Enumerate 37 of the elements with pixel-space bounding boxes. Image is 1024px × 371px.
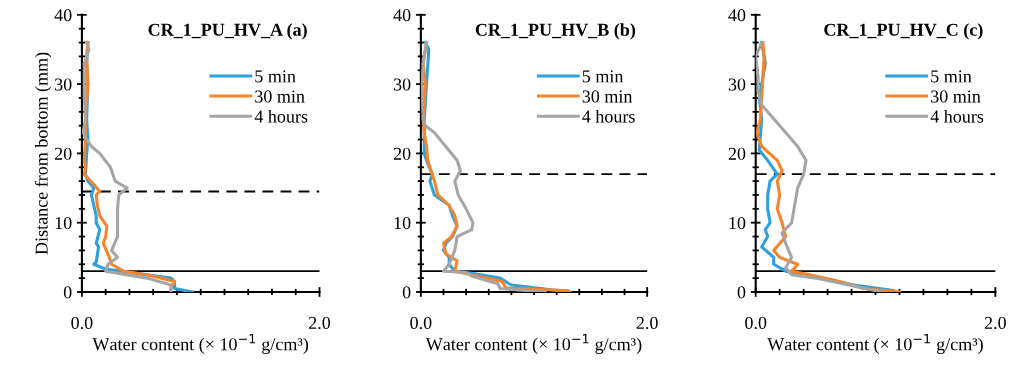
legend-label: 5 min <box>931 70 972 83</box>
legend-label: 4 hours <box>254 109 308 123</box>
y-tick-label: 10 <box>55 216 72 230</box>
y-tick-label: 20 <box>393 147 411 160</box>
x-tick-label: 0.0 <box>745 316 767 330</box>
y-tick-label: 10 <box>729 216 746 230</box>
chart-title: CR_1_PU_HV_B (b) <box>475 23 636 40</box>
x-tick-label: 0.0 <box>410 316 432 330</box>
x-tick-label: 2.0 <box>984 316 1006 330</box>
chart-title: CR_1_PU_HV_A (a) <box>148 23 307 40</box>
x-tick-label: 2.0 <box>636 316 658 330</box>
y-tick-label: 40 <box>393 9 411 22</box>
y-tick-label: 40 <box>54 9 72 22</box>
y-tick-label: 20 <box>728 147 746 160</box>
legend-label: 30 min <box>582 90 633 103</box>
legend-label: 5 min <box>255 70 296 83</box>
y-tick-label: 30 <box>393 78 411 91</box>
y-tick-label: 40 <box>728 9 746 22</box>
x-axis-title: Water content (× 10$^{−1}$ g/cm³) <box>767 334 983 355</box>
y-tick-label: 20 <box>54 147 72 160</box>
legend-label: 30 min <box>255 90 305 103</box>
y-tick-label: 0 <box>737 286 746 299</box>
y-tick-label: 30 <box>55 78 72 91</box>
y-tick-label: 0 <box>402 286 411 299</box>
legend-label: 4 hours <box>582 109 635 123</box>
x-tick-label: 0.0 <box>71 316 93 330</box>
legend-label: 30 min <box>931 90 981 103</box>
y-tick-label: 30 <box>728 78 746 91</box>
y-tick-label: 0 <box>63 286 72 299</box>
x-axis-title: Water content (× 10$^{−1}$ g/cm³) <box>92 334 309 355</box>
chart-title: CR_1_PU_HV_C (c) <box>824 23 983 40</box>
x-axis-title: Water content (× 10$^{−1}$ g/cm³) <box>425 334 642 355</box>
legend-label: 5 min <box>582 70 624 83</box>
y-tick-label: 10 <box>394 216 411 230</box>
y-axis-title: Distance from bottom (mm) <box>34 52 52 255</box>
x-tick-label: 2.0 <box>309 316 331 330</box>
legend-label: 4 hours <box>930 109 984 123</box>
